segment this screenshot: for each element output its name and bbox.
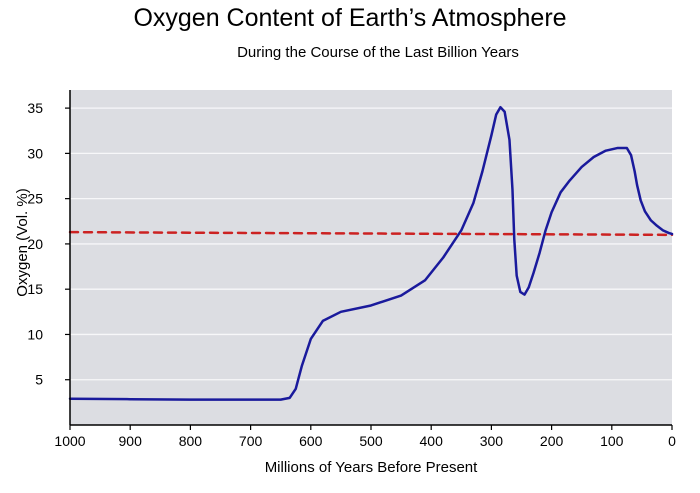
series-layer	[68, 105, 674, 401]
x-tick-label: 900	[119, 433, 143, 449]
y-tick-label: 5	[35, 372, 43, 388]
x-tick-label: 700	[239, 433, 263, 449]
y-tick-label: 25	[27, 191, 43, 207]
reference-line-dashed	[68, 230, 674, 237]
x-axis-label: Millions of Years Before Present	[265, 459, 478, 476]
x-tick-label: 1000	[54, 433, 85, 449]
chart-title: Oxygen Content of Earth’s Atmosphere	[133, 4, 567, 32]
y-tick-label: 35	[27, 100, 43, 116]
y-tick-label: 15	[27, 281, 43, 297]
chart-subtitle: During the Course of the Last Billion Ye…	[237, 44, 519, 61]
y-axis-ticks: 5 10 15 20 25 30 35	[27, 100, 70, 388]
y-tick-label: 30	[27, 145, 43, 161]
x-tick-label: 0	[668, 433, 676, 449]
x-tick-label: 300	[480, 433, 504, 449]
grid-lines	[70, 107, 672, 381]
x-tick-label: 600	[299, 433, 323, 449]
x-axis-ticks: 1000 900 800 700 600 500 400 300 200 100 0	[54, 425, 676, 449]
x-tick-label: 100	[600, 433, 624, 449]
plot-area	[70, 90, 672, 425]
oxygen-series-line	[68, 105, 674, 401]
x-tick-label: 800	[179, 433, 203, 449]
x-tick-label: 500	[359, 433, 383, 449]
x-tick-label: 400	[420, 433, 444, 449]
y-tick-label: 10	[27, 326, 43, 342]
y-tick-label: 20	[27, 236, 43, 252]
x-tick-label: 200	[540, 433, 564, 449]
y-axis-label: Oxygen (Vol. %)	[14, 188, 31, 296]
